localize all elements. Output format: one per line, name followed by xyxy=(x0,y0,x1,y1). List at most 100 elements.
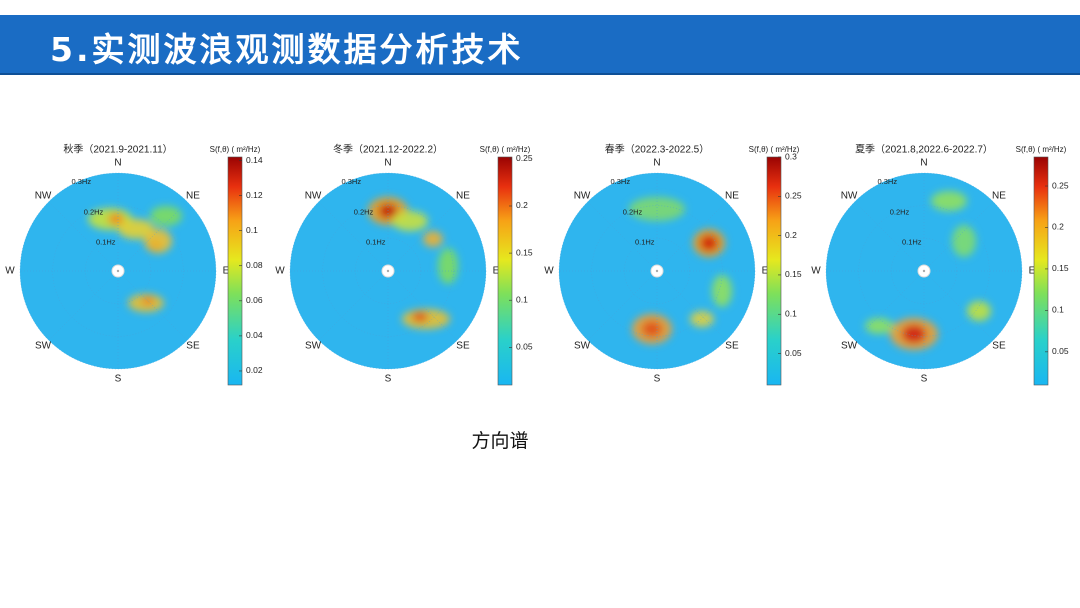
direction-label: SW xyxy=(574,341,591,352)
direction-label: S xyxy=(385,374,392,385)
direction-label: SW xyxy=(305,341,322,352)
direction-label: W xyxy=(544,266,554,277)
angular-grid-line xyxy=(117,270,188,341)
direction-label: SW xyxy=(841,341,858,352)
direction-label: SE xyxy=(186,341,200,352)
radial-grid-line xyxy=(19,172,217,370)
angular-grid-line xyxy=(48,201,119,272)
energy-patch xyxy=(629,197,685,221)
radial-tick-label: 0.2Hz xyxy=(354,207,374,216)
angular-grid-line xyxy=(387,270,458,341)
direction-label: S xyxy=(654,374,661,385)
energy-patch xyxy=(118,219,154,239)
header-bar: 5.实测波浪观测数据分析技术 xyxy=(0,15,1080,75)
direction-label: N xyxy=(920,158,927,169)
centre-dot xyxy=(116,269,120,273)
radial-tick-label: 0.2Hz xyxy=(890,207,910,216)
colorbar-tick-label: 0.05 xyxy=(516,342,533,352)
chart-title: 夏季（2021.8,2022.6-2022.7） xyxy=(855,144,993,156)
colorbar-tick-label: 0.25 xyxy=(516,153,533,163)
colorbar-tick-label: 0.2 xyxy=(785,230,797,240)
energy-patch xyxy=(700,235,718,251)
centre-dot xyxy=(922,269,926,273)
figure-caption: 方向谱 xyxy=(471,430,529,452)
colorbar-label: S(f,θ) ( m²/Hz) xyxy=(749,145,800,154)
colorbar-tick-label: 0.15 xyxy=(516,247,533,257)
energy-patch xyxy=(423,231,443,247)
colorbar-label: S(f,θ) ( m²/Hz) xyxy=(1016,145,1067,154)
colorbar-tick-label: 0.02 xyxy=(246,365,263,375)
direction-label: NW xyxy=(305,191,322,202)
colorbar xyxy=(227,156,243,386)
direction-label: S xyxy=(115,374,122,385)
colorbar-tick-label: 0.2 xyxy=(516,200,528,210)
energy-patch xyxy=(952,225,976,257)
colorbar-label: S(f,θ) ( m²/Hz) xyxy=(480,145,531,154)
colorbar xyxy=(766,156,782,386)
direction-label: N xyxy=(653,158,660,169)
energy-patch xyxy=(412,312,428,322)
chart-title: 秋季（2021.9-2021.11） xyxy=(63,143,172,156)
energy-patch xyxy=(690,311,714,327)
radial-grid-line xyxy=(891,238,957,304)
radial-grid-line xyxy=(322,205,454,337)
angular-grid-line xyxy=(318,270,389,341)
radial-tick-label: 0.3Hz xyxy=(341,177,361,186)
radial-grid-line xyxy=(858,205,990,337)
energy-patch xyxy=(712,275,732,307)
radial-tick-label: 0.1Hz xyxy=(366,238,386,247)
colorbar-tick-label: 0.15 xyxy=(1052,263,1069,273)
direction-label: S xyxy=(921,374,928,385)
direction-label: NW xyxy=(574,191,591,202)
direction-label: E xyxy=(493,266,500,277)
radial-grid-line xyxy=(85,238,151,304)
energy-patch xyxy=(902,325,926,343)
radial-grid-line xyxy=(624,238,690,304)
direction-label: SE xyxy=(992,341,1006,352)
angular-grid-line xyxy=(656,201,727,272)
energy-patch xyxy=(144,229,172,253)
colorbar-tick-label: 0.06 xyxy=(246,295,263,305)
direction-label: W xyxy=(5,266,15,277)
radial-tick-label: 0.2Hz xyxy=(84,207,104,216)
angular-grid-line xyxy=(923,270,994,341)
colorbar-tick-label: 0.04 xyxy=(246,330,263,340)
colorbar-tick-label: 0.1 xyxy=(246,225,258,235)
direction-label: W xyxy=(811,266,821,277)
radial-grid-line xyxy=(355,238,421,304)
energy-patch xyxy=(967,301,991,321)
direction-label: N xyxy=(114,158,121,169)
angular-grid-line xyxy=(854,270,925,341)
radial-tick-label: 0.1Hz xyxy=(635,238,655,247)
direction-label: NE xyxy=(992,191,1006,202)
energy-patch xyxy=(931,191,967,211)
energy-patches xyxy=(88,206,182,312)
angular-grid-line xyxy=(387,201,458,272)
chart-title: 春季（2022.3-2022.5） xyxy=(605,144,710,156)
polar-plot: 0.3Hz 0.2Hz 0.1Hz N NE E SE S SW W NW 夏季（2021.8,202… xyxy=(811,144,1069,386)
colorbar-tick-label: 0.14 xyxy=(246,155,263,165)
colorbar-tick-label: 0.05 xyxy=(1052,346,1069,356)
energy-patch xyxy=(392,211,428,231)
angular-grid-line xyxy=(587,201,658,272)
centre-dot xyxy=(655,269,659,273)
angular-grid-line xyxy=(923,201,994,272)
direction-label: SE xyxy=(456,341,470,352)
angular-grid-line xyxy=(656,270,727,341)
energy-patches xyxy=(865,191,991,350)
radial-tick-label: 0.3Hz xyxy=(71,177,91,186)
radial-tick-label: 0.1Hz xyxy=(902,238,922,247)
radial-tick-label: 0.2Hz xyxy=(623,207,643,216)
radial-grid-line xyxy=(52,205,184,337)
radial-grid-line xyxy=(289,172,487,370)
direction-label: NW xyxy=(841,191,858,202)
colorbar xyxy=(1033,156,1049,386)
angular-grid-line xyxy=(854,201,925,272)
angular-grid-line xyxy=(117,201,188,272)
polar-plot: 0.3Hz 0.2Hz 0.1Hz N NE E SE S SW W NW 秋季（2021.9-202… xyxy=(5,143,263,386)
colorbar-tick-label: 0.2 xyxy=(1052,222,1064,232)
radial-tick-label: 0.3Hz xyxy=(877,177,897,186)
energy-patch xyxy=(642,321,662,337)
colorbar-tick-label: 0.25 xyxy=(785,191,802,201)
